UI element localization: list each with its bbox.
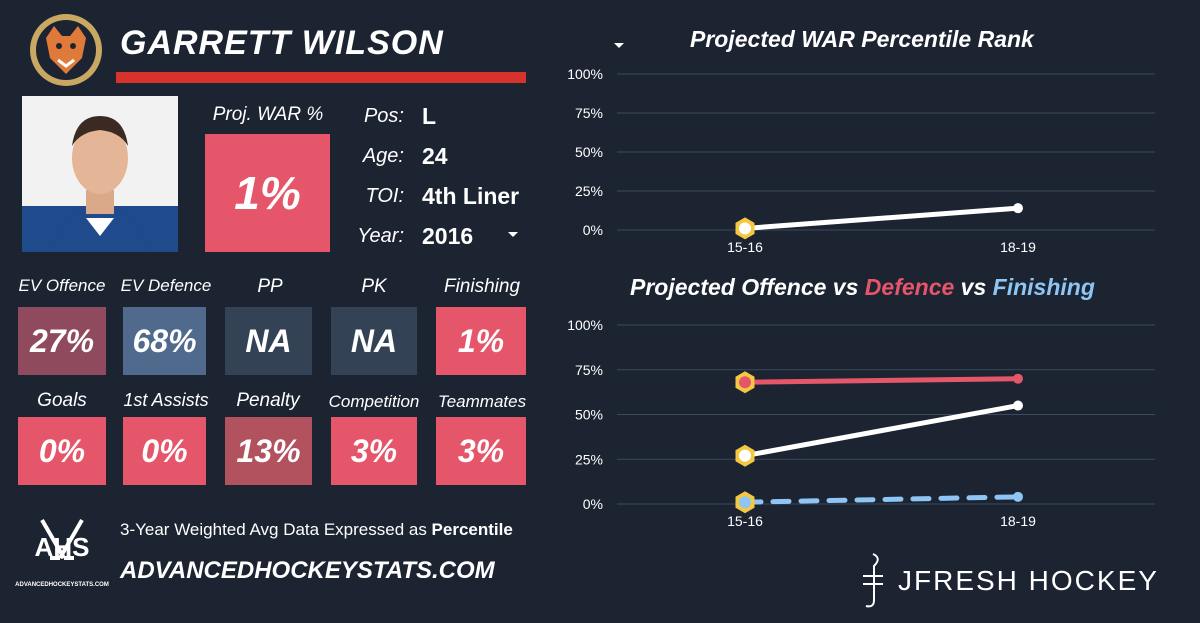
war-chart-series-line	[742, 205, 1021, 231]
ovd-title-finishing: Finishing	[992, 274, 1095, 300]
competition-tile: 3%	[331, 417, 417, 485]
penalty-label: Penalty	[236, 390, 300, 411]
ovd-title-defence: Defence	[864, 274, 955, 300]
pos-label: Pos:	[363, 105, 404, 127]
footer-description: 3-Year Weighted Avg Data Expressed as Pe…	[120, 520, 513, 540]
war-chart-y-tick-label: 0%	[583, 222, 603, 238]
proj-war-tile: 1%	[205, 134, 330, 252]
age-value: 24	[422, 143, 448, 169]
goals-tile: 0%	[18, 417, 106, 485]
war-chart-y-tick-label: 50%	[575, 144, 603, 160]
ovd-chart-point	[739, 449, 751, 462]
stats-row-1: EV Offence 27% EV Defence 68% PP NA PK N…	[0, 276, 540, 380]
ovd-chart-point	[1013, 373, 1023, 384]
ovd-chart-y-tick-label: 100%	[567, 317, 603, 333]
stats-row-2: Goals 0% 1st Assists 0% Penalty 13% Comp…	[0, 390, 540, 494]
ev-defence-tile: 68%	[123, 307, 206, 375]
ovd-chart-y-tick-label: 25%	[575, 451, 603, 467]
ahs-logo: AHS ADVANCEDHOCKEYSTATS.COM	[14, 518, 110, 602]
year-label: Year:	[357, 225, 404, 247]
player-photo	[22, 96, 178, 252]
first-assists-label: 1st Assists	[123, 390, 209, 410]
teammates-tile: 3%	[436, 417, 526, 485]
war-chart-point	[739, 222, 751, 235]
finishing-label: Finishing	[443, 276, 521, 297]
ovd-title-offence: Projected Offence vs	[630, 274, 865, 300]
pk-tile: NA	[331, 307, 417, 375]
ovd-chart-y-tick-label: 50%	[575, 407, 603, 423]
ahs-logo-sub: ADVANCEDHOCKEYSTATS.COM	[15, 582, 109, 588]
player-name: GARRETT WILSON	[120, 24, 444, 62]
site-link[interactable]: ADVANCEDHOCKEYSTATS.COM	[120, 557, 495, 584]
war-chart-y-tick-label: 25%	[575, 183, 603, 199]
toi-label: TOI:	[365, 185, 404, 207]
ovd-chart-title: Projected Offence vs Defence vs Finishin…	[630, 274, 1095, 301]
ovd-chart: 100% 75% 50% 25% 0% 15-16 18-19	[567, 317, 1155, 529]
pk-label: PK	[361, 276, 387, 297]
ovd-chart-series-line	[742, 376, 1021, 385]
proj-war-label: Proj. WAR %	[212, 104, 324, 125]
ovd-chart-y-tick-label: 75%	[575, 362, 603, 378]
footer-description-bold: Percentile	[431, 520, 513, 539]
ev-offence-tile: 27%	[18, 307, 106, 375]
war-chart-x-tick-label: 15-16	[727, 239, 763, 255]
pp-tile: NA	[225, 307, 312, 375]
war-chart-point	[1013, 203, 1023, 214]
ovd-chart-x-tick-label: 18-19	[1000, 513, 1036, 529]
teammates-label: Teammates	[437, 392, 527, 411]
year-select[interactable]: 2016	[422, 223, 474, 249]
year-dropdown-icon[interactable]	[506, 227, 520, 241]
ovd-chart-y-tick-label: 0%	[583, 496, 603, 512]
toi-value: 4th Liner	[422, 183, 520, 209]
ovd-chart-point	[1013, 491, 1023, 502]
footer-description-text: 3-Year Weighted Avg Data Expressed as	[120, 520, 432, 539]
age-label: Age:	[362, 145, 404, 167]
ahs-logo-text: AHS	[34, 532, 90, 562]
jfresh-logo-icon	[858, 552, 888, 610]
name-underline	[116, 72, 526, 83]
war-chart-y-tick-label: 100%	[567, 66, 603, 82]
ovd-chart-series-line	[742, 494, 1021, 505]
war-chart-x-tick-label: 18-19	[1000, 239, 1036, 255]
ev-offence-label: EV Offence	[18, 276, 106, 295]
team-logo	[24, 8, 108, 92]
goals-label: Goals	[37, 390, 87, 411]
war-chart-title: Projected WAR Percentile Rank	[690, 26, 1034, 52]
ovd-title-vs: vs	[954, 274, 993, 300]
penalty-tile: 13%	[225, 417, 312, 485]
pp-label: PP	[257, 276, 283, 297]
ovd-chart-point	[1013, 400, 1023, 411]
finishing-tile: 1%	[436, 307, 526, 375]
ovd-chart-series-line	[742, 403, 1021, 459]
ovd-chart-point	[739, 376, 751, 389]
ovd-chart-point	[739, 496, 751, 509]
chart-dropdown-icon[interactable]	[612, 38, 626, 52]
jfresh-brand: JFRESH HOCKEY	[898, 565, 1159, 596]
ev-defence-label: EV Defence	[120, 276, 212, 295]
competition-label: Competition	[328, 392, 420, 411]
war-chart: 100% 75% 50% 25% 0% 15-16 18-19	[567, 66, 1155, 255]
ovd-chart-x-tick-label: 15-16	[727, 513, 763, 529]
first-assists-tile: 0%	[123, 417, 206, 485]
pos-value: L	[422, 103, 437, 129]
war-chart-y-tick-label: 75%	[575, 105, 603, 121]
